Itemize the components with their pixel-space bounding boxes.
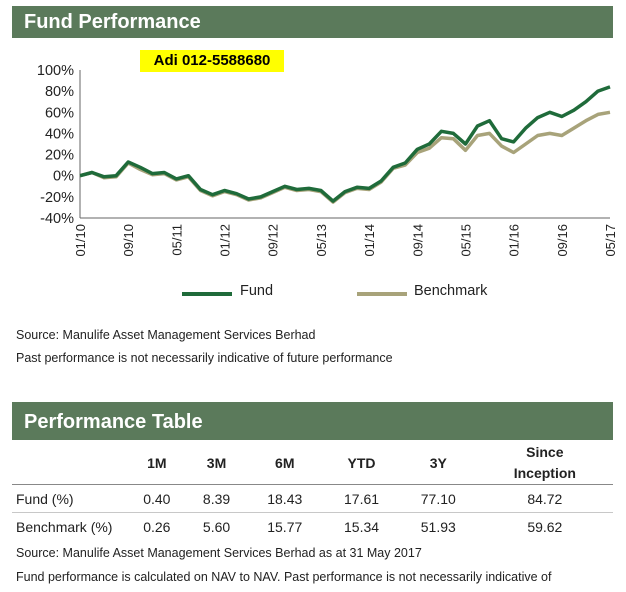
y-tick-label: 60% <box>45 105 74 121</box>
y-tick-label: 100% <box>37 63 74 79</box>
x-tick-label: 05/15 <box>458 224 473 257</box>
header-empty <box>12 442 127 485</box>
x-tick-label: 09/16 <box>555 224 570 257</box>
table-cell: 0.40 <box>127 484 187 513</box>
legend-label-benchmark: Benchmark <box>414 283 488 299</box>
legend-swatch-fund <box>182 292 232 296</box>
legend-swatch-benchmark <box>357 292 407 296</box>
table-row: Fund (%) 0.40 8.39 18.43 17.61 77.10 84.… <box>12 484 613 513</box>
x-tick-label: 01/10 <box>73 224 88 257</box>
table-header-row: 1M 3M 6M YTD 3Y Since Inception <box>12 442 613 485</box>
table-cell: 15.77 <box>267 518 303 535</box>
table-cell: 17.61 <box>323 484 400 513</box>
y-tick-label: 40% <box>45 126 74 142</box>
x-tick-label: 05/11 <box>169 224 184 256</box>
series-line-fund <box>79 85 611 203</box>
source-note: Source: Manulife Asset Management Servic… <box>16 328 316 342</box>
source-note-2: Source: Manulife Asset Management Servic… <box>16 546 422 560</box>
row-label: Benchmark (%) <box>16 518 113 535</box>
disclaimer-note: Past performance is not necessarily indi… <box>16 351 393 365</box>
x-tick-label: 01/12 <box>218 224 233 257</box>
table-cell: 15.34 <box>344 518 380 535</box>
table-cell: 59.62 <box>527 518 563 535</box>
header-since: Since <box>526 444 564 460</box>
table-cell: 5.60 <box>202 518 231 535</box>
x-tick-label: 01/16 <box>507 224 522 257</box>
y-tick-label: -20% <box>40 190 74 206</box>
performance-table: 1M 3M 6M YTD 3Y Since Inception Fund (%) … <box>12 442 613 540</box>
header-3y: 3Y <box>399 442 477 485</box>
y-tick-label: 20% <box>45 148 74 164</box>
section-title-fund-performance: Fund Performance <box>12 6 613 38</box>
header-inception: Inception <box>513 465 576 481</box>
header-since-inception: Since Inception <box>476 442 613 485</box>
legend-label-fund: Fund <box>240 283 274 299</box>
y-tick-label: -40% <box>40 211 74 227</box>
fund-performance-chart: 100% 80% 60% 40% 20% 0% -20% -40%01/10 09/10 05/1… <box>37 63 618 257</box>
section-title-performance-table: Performance Table <box>12 402 613 440</box>
x-tick-label: 09/12 <box>266 224 281 257</box>
table-row: Benchmark (%) 0.26 5.60 15.77 15.34 51.9… <box>12 513 613 541</box>
header-1m: 1M <box>127 442 187 485</box>
table-cell: 0.26 <box>143 518 171 535</box>
phone-overlay-label: Adi 012-5588680 <box>140 50 284 72</box>
x-tick-label: 09/10 <box>121 224 136 257</box>
y-tick-label: 80% <box>45 84 74 100</box>
y-tick-label: 0% <box>53 169 74 185</box>
table-cell: 18.43 <box>246 484 324 513</box>
table-cell: 8.39 <box>186 484 247 513</box>
x-tick-label: 05/17 <box>603 224 618 257</box>
table-cell: 51.93 <box>420 518 456 535</box>
x-tick-label: 09/14 <box>410 224 425 257</box>
header-6m: 6M <box>246 442 324 485</box>
table-cell: 77.10 <box>399 484 477 513</box>
disclaimer-note-2: Fund performance is calculated on NAV to… <box>16 570 552 584</box>
header-ytd: YTD <box>323 442 400 485</box>
x-tick-label: 01/14 <box>362 224 377 257</box>
row-label: Fund (%) <box>12 484 127 513</box>
header-3m: 3M <box>186 442 247 485</box>
table-cell: 84.72 <box>476 484 613 513</box>
x-tick-label: 05/13 <box>314 224 329 257</box>
